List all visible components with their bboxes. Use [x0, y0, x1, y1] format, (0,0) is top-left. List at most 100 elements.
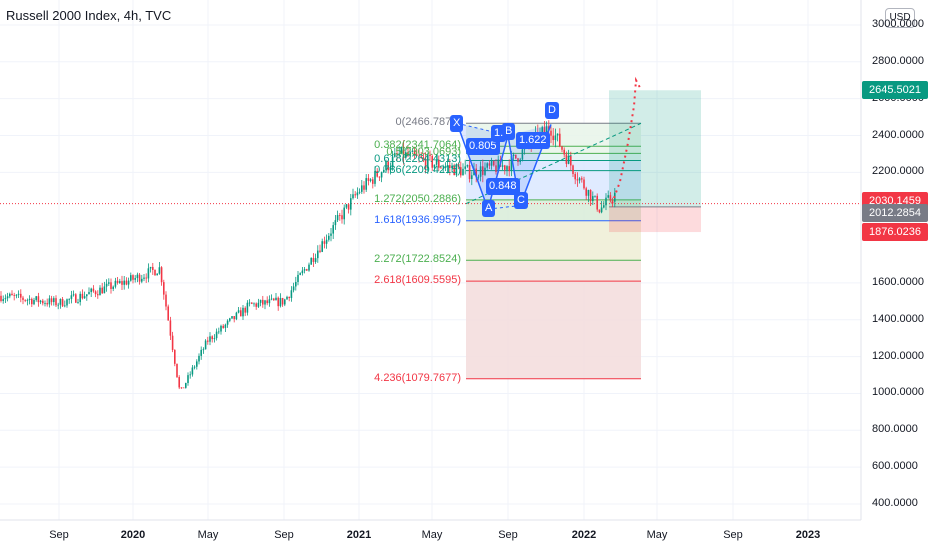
candle-body: [132, 275, 134, 280]
candle-body: [182, 387, 185, 389]
candle-body: [367, 178, 370, 181]
candle-body: [174, 349, 176, 364]
candle-body: [574, 174, 576, 180]
candle-body: [101, 287, 103, 294]
candle-body: [471, 175, 473, 179]
candle-body: [343, 207, 345, 220]
candle-body: [490, 161, 493, 166]
candle-body: [286, 296, 288, 300]
candle-body: [92, 288, 95, 292]
fib-level-label: 2.618(1609.5595): [374, 274, 461, 287]
candle-body: [424, 158, 427, 169]
price-tick-label: 3000.0000: [872, 17, 924, 30]
candle-body: [143, 277, 145, 279]
candle-body: [163, 282, 165, 295]
time-tick-label: Sep: [723, 529, 743, 541]
candle-body: [167, 306, 169, 321]
candle-body: [545, 126, 548, 133]
stop-price-label: 1876.0236: [862, 223, 928, 242]
candle-body: [372, 179, 374, 184]
candle-body: [512, 154, 515, 157]
candle-body: [22, 297, 24, 300]
stop-zone: [609, 206, 701, 233]
candle-body: [130, 275, 132, 281]
candle-body: [336, 215, 339, 221]
candle-body: [385, 161, 387, 170]
pattern-point-label: C: [514, 192, 528, 209]
time-tick-label: 2023: [795, 529, 821, 541]
candle-body: [391, 156, 394, 168]
candle-body: [541, 127, 543, 133]
time-tick-label: Sep: [498, 529, 518, 541]
candle-body: [510, 156, 513, 172]
candle-body: [475, 168, 477, 177]
candle-body: [418, 155, 420, 157]
candle-body: [112, 286, 114, 289]
candle-body: [435, 160, 438, 165]
candle-body: [224, 324, 227, 328]
candle-body: [416, 154, 418, 156]
candle-body: [207, 340, 209, 342]
candle-body: [57, 304, 59, 306]
candle-body: [88, 292, 90, 295]
fib-level-label: 0.5(2303.0693): [386, 146, 461, 159]
candle-body: [369, 179, 372, 181]
currency-button[interactable]: USD: [885, 8, 915, 28]
fib-level-label: 4.236(1079.7677): [374, 371, 461, 384]
candle-body: [28, 298, 31, 300]
candle-body: [303, 269, 306, 271]
candle-body: [433, 164, 436, 168]
candle-body: [189, 374, 191, 376]
price-tick-label: 1200.0000: [872, 349, 924, 362]
price-tick-label: 1000.0000: [872, 386, 924, 399]
candle-body: [158, 267, 161, 274]
fib-zone: [466, 281, 641, 379]
candle-body: [297, 274, 299, 283]
candle-body: [589, 189, 592, 202]
candle-body: [200, 349, 202, 356]
candle-body: [196, 361, 198, 367]
price-tick-label: 1600.0000: [872, 275, 924, 288]
candle-body: [585, 188, 587, 196]
candle-body: [48, 298, 51, 305]
projected-path: [611, 76, 642, 205]
candle-body: [127, 280, 130, 285]
candle-body: [427, 154, 429, 169]
candle-body: [17, 293, 20, 295]
candle-body: [457, 164, 460, 168]
candle-body: [242, 307, 244, 317]
fib-zone: [466, 153, 641, 161]
candle-body: [275, 297, 277, 301]
candle-body: [198, 355, 200, 362]
price-tick-label: 2200.0000: [872, 165, 924, 178]
candle-body: [141, 278, 143, 282]
candle-body: [255, 303, 257, 307]
candle-body: [380, 172, 383, 178]
candle-body: [79, 293, 81, 303]
candle-body: [121, 281, 123, 285]
candle-body: [77, 302, 79, 303]
candle-body: [477, 176, 480, 178]
candle-body: [191, 367, 194, 375]
candle-body: [0, 295, 2, 301]
candle-body: [86, 294, 88, 297]
candle-body: [572, 165, 574, 175]
candle-body: [125, 280, 128, 285]
candle-body: [484, 167, 486, 175]
candle-body: [169, 320, 172, 336]
candle-body: [319, 250, 321, 252]
candle-body: [64, 305, 66, 307]
candle-body: [402, 146, 405, 158]
candle-body: [11, 293, 13, 296]
candle-body: [270, 298, 273, 300]
candle-body: [75, 294, 77, 303]
candle-body: [292, 286, 295, 291]
candle-body: [240, 310, 242, 317]
candle-body: [486, 163, 488, 168]
candle-body: [156, 273, 158, 276]
candle-body: [598, 209, 601, 213]
target-price-label: 2645.5021: [862, 81, 928, 100]
fib-level-label: 0.786(2209.4215): [374, 163, 461, 176]
pattern-point-label: A: [482, 200, 496, 217]
